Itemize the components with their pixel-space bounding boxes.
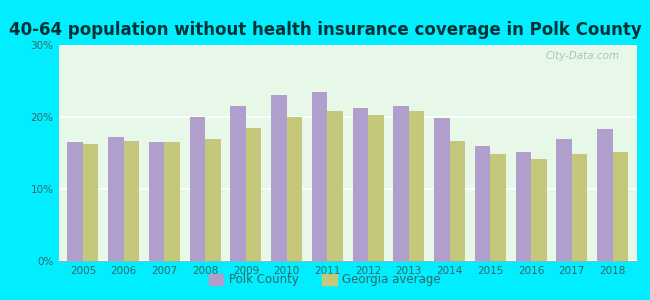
Bar	[328, 111, 343, 261]
Bar	[205, 139, 220, 261]
Bar	[556, 139, 572, 261]
Bar	[597, 129, 612, 261]
Bar	[190, 117, 205, 261]
Bar	[353, 108, 368, 261]
Bar	[450, 141, 465, 261]
Bar	[393, 106, 409, 261]
Bar	[572, 154, 588, 261]
Bar	[83, 144, 98, 261]
Bar	[230, 106, 246, 261]
Bar	[271, 95, 287, 261]
Bar	[124, 141, 139, 261]
Text: 40-64 population without health insurance coverage in Polk County: 40-64 population without health insuranc…	[8, 21, 642, 39]
Bar	[246, 128, 261, 261]
Bar	[164, 142, 180, 261]
Text: City-Data.com: City-Data.com	[545, 52, 619, 61]
Bar	[475, 146, 490, 261]
Bar	[490, 154, 506, 261]
Bar	[68, 142, 83, 261]
Bar	[108, 137, 124, 261]
Bar	[409, 111, 424, 261]
Legend: Polk County, Georgia average: Polk County, Georgia average	[204, 269, 446, 291]
Bar	[434, 118, 450, 261]
Bar	[368, 115, 384, 261]
Bar	[531, 159, 547, 261]
Bar	[312, 92, 328, 261]
Bar	[287, 117, 302, 261]
Bar	[612, 152, 628, 261]
Bar	[515, 152, 531, 261]
Bar	[149, 142, 164, 261]
